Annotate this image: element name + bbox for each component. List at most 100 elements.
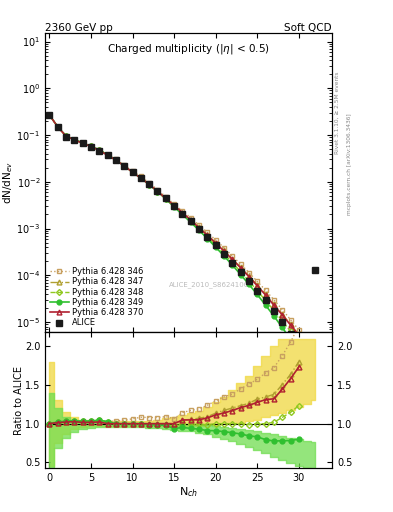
- Y-axis label: Ratio to ALICE: Ratio to ALICE: [14, 366, 24, 435]
- Pythia 6.428 348: [97, 147, 102, 153]
- Pythia 6.428 346: [196, 222, 201, 228]
- Pythia 6.428 346: [272, 297, 276, 303]
- Pythia 6.428 349: [305, 360, 310, 367]
- Pythia 6.428 370: [280, 312, 285, 318]
- ALICE: [114, 157, 118, 163]
- ALICE: [196, 226, 201, 232]
- Pythia 6.428 347: [246, 273, 251, 279]
- Pythia 6.428 348: [205, 234, 210, 240]
- Text: 2360 GeV pp: 2360 GeV pp: [45, 23, 113, 32]
- Pythia 6.428 348: [222, 251, 226, 257]
- Pythia 6.428 370: [163, 196, 168, 202]
- Pythia 6.428 346: [238, 261, 243, 267]
- Legend: Pythia 6.428 346, Pythia 6.428 347, Pythia 6.428 348, Pythia 6.428 349, Pythia 6: Pythia 6.428 346, Pythia 6.428 347, Pyth…: [50, 266, 144, 328]
- Pythia 6.428 348: [288, 328, 293, 334]
- Pythia 6.428 346: [105, 152, 110, 158]
- Pythia 6.428 349: [172, 204, 176, 210]
- Pythia 6.428 346: [188, 215, 193, 221]
- Text: mcplots.cern.ch [arXiv:1306.3436]: mcplots.cern.ch [arXiv:1306.3436]: [347, 113, 352, 215]
- ALICE: [263, 297, 268, 304]
- Pythia 6.428 347: [105, 152, 110, 158]
- Pythia 6.428 347: [180, 209, 185, 216]
- Pythia 6.428 347: [263, 291, 268, 297]
- Pythia 6.428 347: [255, 282, 260, 288]
- Pythia 6.428 370: [272, 302, 276, 308]
- Pythia 6.428 349: [255, 291, 260, 297]
- Pythia 6.428 348: [180, 210, 185, 217]
- Pythia 6.428 370: [255, 283, 260, 289]
- Pythia 6.428 349: [130, 169, 135, 175]
- Pythia 6.428 346: [97, 147, 102, 153]
- Pythia 6.428 370: [130, 169, 135, 175]
- Pythia 6.428 348: [272, 307, 276, 313]
- Pythia 6.428 349: [238, 271, 243, 278]
- Pythia 6.428 346: [205, 229, 210, 236]
- Pythia 6.428 346: [72, 137, 77, 143]
- Pythia 6.428 370: [288, 322, 293, 328]
- Pythia 6.428 346: [122, 162, 127, 168]
- ALICE: [88, 144, 93, 150]
- Pythia 6.428 348: [155, 188, 160, 195]
- Text: Soft QCD: Soft QCD: [285, 23, 332, 32]
- Pythia 6.428 347: [296, 332, 301, 338]
- ALICE: [213, 242, 218, 248]
- Pythia 6.428 348: [188, 218, 193, 224]
- Pythia 6.428 346: [288, 316, 293, 323]
- Pythia 6.428 347: [305, 342, 310, 348]
- Pythia 6.428 349: [263, 302, 268, 308]
- Pythia 6.428 347: [122, 163, 127, 169]
- Pythia 6.428 346: [255, 279, 260, 285]
- Pythia 6.428 347: [97, 147, 102, 154]
- Pythia 6.428 347: [238, 264, 243, 270]
- Text: Charged multiplicity (|$\eta$| < 0.5): Charged multiplicity (|$\eta$| < 0.5): [107, 42, 270, 56]
- Pythia 6.428 370: [47, 112, 52, 118]
- Line: Pythia 6.428 370: Pythia 6.428 370: [47, 113, 310, 348]
- Pythia 6.428 348: [88, 143, 93, 149]
- ALICE: [155, 188, 160, 194]
- Pythia 6.428 348: [147, 182, 151, 188]
- ALICE: [80, 140, 85, 146]
- Pythia 6.428 349: [196, 227, 201, 233]
- Pythia 6.428 370: [64, 133, 68, 139]
- Pythia 6.428 370: [246, 273, 251, 280]
- Pythia 6.428 349: [122, 163, 127, 169]
- Pythia 6.428 346: [263, 287, 268, 293]
- Pythia 6.428 370: [55, 124, 60, 130]
- Pythia 6.428 346: [88, 143, 93, 149]
- Pythia 6.428 347: [230, 255, 235, 262]
- Pythia 6.428 370: [172, 203, 176, 209]
- ALICE: [313, 267, 318, 273]
- Line: Pythia 6.428 349: Pythia 6.428 349: [47, 113, 310, 366]
- Pythia 6.428 347: [280, 311, 285, 317]
- Pythia 6.428 347: [88, 143, 93, 150]
- Pythia 6.428 347: [272, 301, 276, 307]
- Pythia 6.428 348: [163, 196, 168, 202]
- ALICE: [163, 196, 168, 202]
- Pythia 6.428 349: [114, 157, 118, 163]
- Pythia 6.428 348: [305, 351, 310, 357]
- Pythia 6.428 348: [122, 163, 127, 169]
- ALICE: [246, 278, 251, 284]
- Pythia 6.428 349: [246, 281, 251, 287]
- ALICE: [172, 203, 176, 209]
- Pythia 6.428 346: [114, 157, 118, 163]
- Pythia 6.428 347: [155, 188, 160, 194]
- Line: Pythia 6.428 348: Pythia 6.428 348: [47, 113, 309, 356]
- ALICE: [130, 169, 135, 175]
- Pythia 6.428 349: [138, 175, 143, 181]
- Pythia 6.428 346: [180, 208, 185, 214]
- Pythia 6.428 349: [205, 236, 210, 242]
- Pythia 6.428 346: [47, 112, 52, 118]
- Pythia 6.428 348: [255, 288, 260, 294]
- Pythia 6.428 370: [180, 209, 185, 216]
- Pythia 6.428 348: [280, 317, 285, 324]
- Pythia 6.428 349: [105, 152, 110, 158]
- Pythia 6.428 370: [238, 265, 243, 271]
- Pythia 6.428 348: [72, 137, 77, 143]
- Pythia 6.428 370: [222, 248, 226, 254]
- Pythia 6.428 346: [80, 140, 85, 146]
- Pythia 6.428 370: [213, 240, 218, 246]
- ALICE: [272, 308, 276, 314]
- ALICE: [238, 269, 243, 275]
- Pythia 6.428 349: [72, 137, 77, 143]
